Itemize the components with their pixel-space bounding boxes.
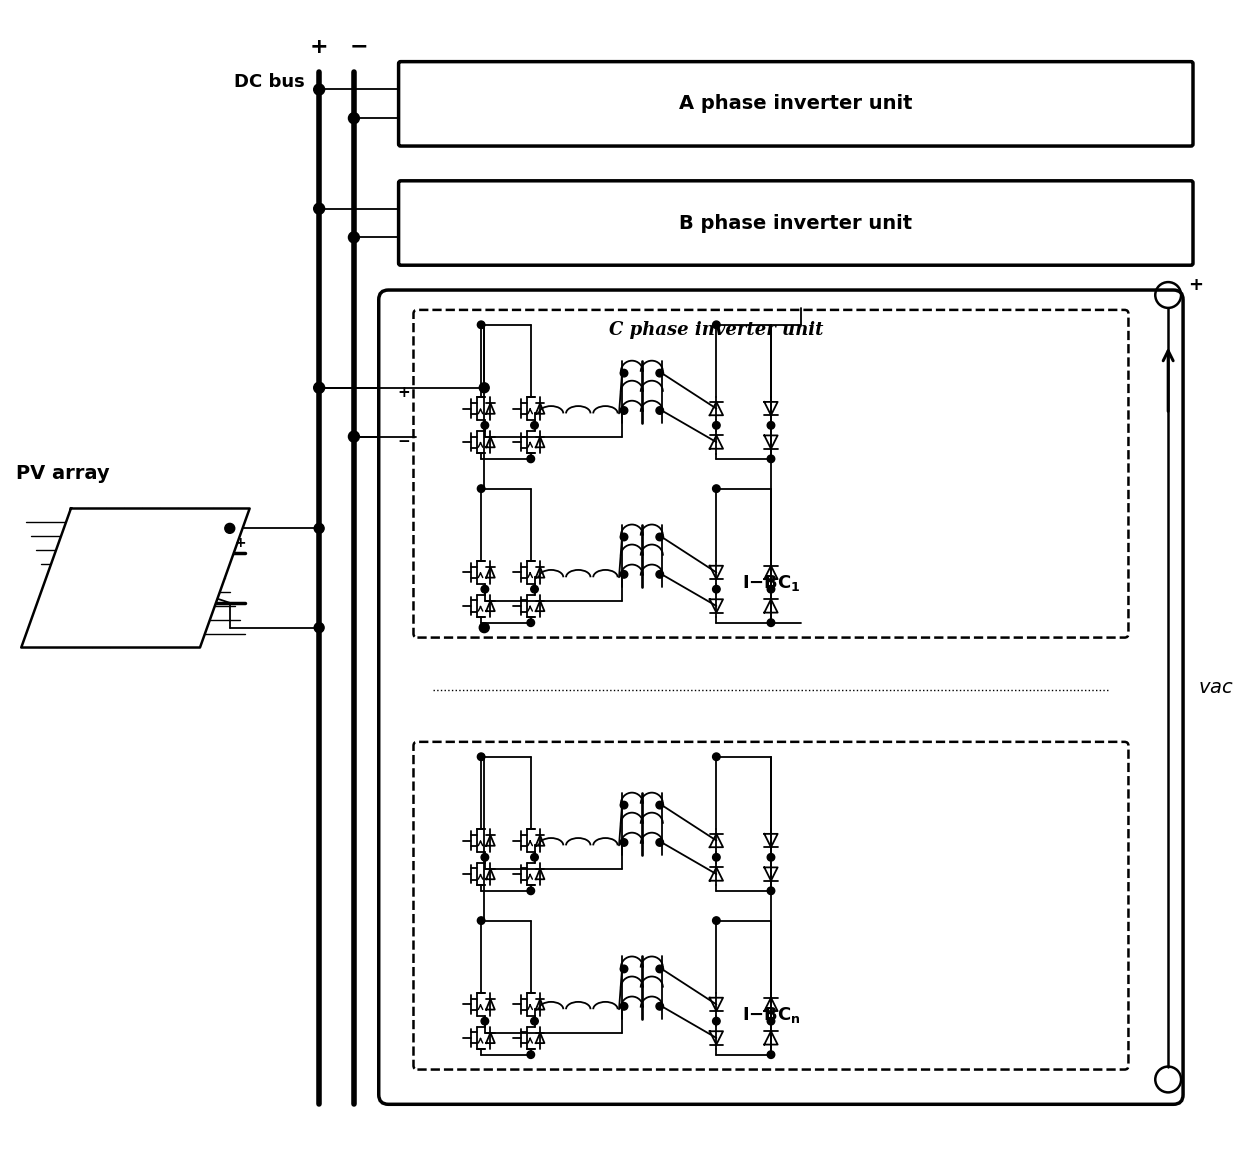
Circle shape — [620, 1003, 627, 1010]
Circle shape — [620, 571, 627, 578]
Circle shape — [656, 571, 663, 578]
Circle shape — [620, 838, 627, 846]
Text: +: + — [234, 536, 247, 550]
Circle shape — [481, 422, 489, 430]
Circle shape — [620, 801, 627, 809]
Circle shape — [713, 853, 720, 862]
Text: DC bus: DC bus — [233, 73, 304, 90]
Circle shape — [656, 369, 663, 376]
Circle shape — [713, 753, 720, 761]
Text: +: + — [1188, 276, 1203, 294]
FancyBboxPatch shape — [398, 181, 1193, 265]
FancyBboxPatch shape — [413, 310, 1128, 638]
Circle shape — [768, 1018, 775, 1025]
Circle shape — [620, 533, 627, 541]
Circle shape — [656, 801, 663, 809]
Text: −: − — [350, 37, 368, 57]
Text: −: − — [397, 434, 410, 449]
FancyBboxPatch shape — [413, 742, 1128, 1070]
Circle shape — [768, 586, 775, 593]
Circle shape — [527, 455, 534, 462]
Text: C phase inverter unit: C phase inverter unit — [609, 321, 823, 339]
Circle shape — [531, 586, 538, 593]
Circle shape — [620, 369, 627, 376]
FancyBboxPatch shape — [398, 61, 1193, 146]
Circle shape — [768, 455, 775, 462]
Circle shape — [527, 618, 534, 626]
Circle shape — [656, 965, 663, 973]
Circle shape — [480, 623, 490, 632]
Circle shape — [620, 965, 627, 973]
Text: $\mathbf{I}\mathbf{-}\mathbf{BC}_{\mathbf{1}}$: $\mathbf{I}\mathbf{-}\mathbf{BC}_{\mathb… — [742, 573, 800, 593]
Text: B phase inverter unit: B phase inverter unit — [680, 213, 913, 233]
Circle shape — [713, 422, 720, 430]
Circle shape — [481, 586, 489, 593]
Circle shape — [527, 887, 534, 895]
Circle shape — [656, 406, 663, 415]
Circle shape — [768, 422, 775, 430]
Circle shape — [314, 523, 324, 534]
Circle shape — [314, 382, 325, 394]
Circle shape — [477, 917, 485, 924]
Circle shape — [348, 431, 360, 442]
Circle shape — [531, 1018, 538, 1025]
Circle shape — [713, 321, 720, 329]
Text: $vac$: $vac$ — [1198, 677, 1234, 697]
Circle shape — [314, 623, 324, 632]
Circle shape — [656, 838, 663, 846]
FancyBboxPatch shape — [378, 290, 1183, 1105]
Circle shape — [713, 485, 720, 492]
Text: $\mathbf{I}\mathbf{-}\mathbf{BC}_{\mathbf{n}}$: $\mathbf{I}\mathbf{-}\mathbf{BC}_{\mathb… — [742, 1005, 800, 1025]
Circle shape — [348, 112, 360, 124]
Circle shape — [477, 753, 485, 761]
Circle shape — [713, 1018, 720, 1025]
Circle shape — [656, 533, 663, 541]
Circle shape — [713, 586, 720, 593]
Circle shape — [527, 1050, 534, 1058]
Polygon shape — [21, 508, 249, 647]
Circle shape — [656, 1003, 663, 1010]
Circle shape — [314, 203, 325, 214]
Circle shape — [480, 383, 490, 393]
Circle shape — [713, 917, 720, 924]
Circle shape — [481, 853, 489, 862]
Text: +: + — [310, 37, 329, 57]
Circle shape — [768, 618, 775, 626]
Text: PV array: PV array — [16, 464, 110, 483]
Circle shape — [768, 887, 775, 895]
Text: A phase inverter unit: A phase inverter unit — [680, 94, 913, 113]
Circle shape — [531, 853, 538, 862]
Text: +: + — [397, 386, 410, 401]
Circle shape — [481, 1018, 489, 1025]
Circle shape — [531, 422, 538, 430]
Circle shape — [477, 321, 485, 329]
Circle shape — [224, 523, 234, 534]
Circle shape — [348, 232, 360, 243]
Circle shape — [768, 1050, 775, 1058]
Circle shape — [314, 85, 325, 95]
Circle shape — [477, 485, 485, 492]
Circle shape — [768, 853, 775, 862]
Circle shape — [620, 406, 627, 415]
